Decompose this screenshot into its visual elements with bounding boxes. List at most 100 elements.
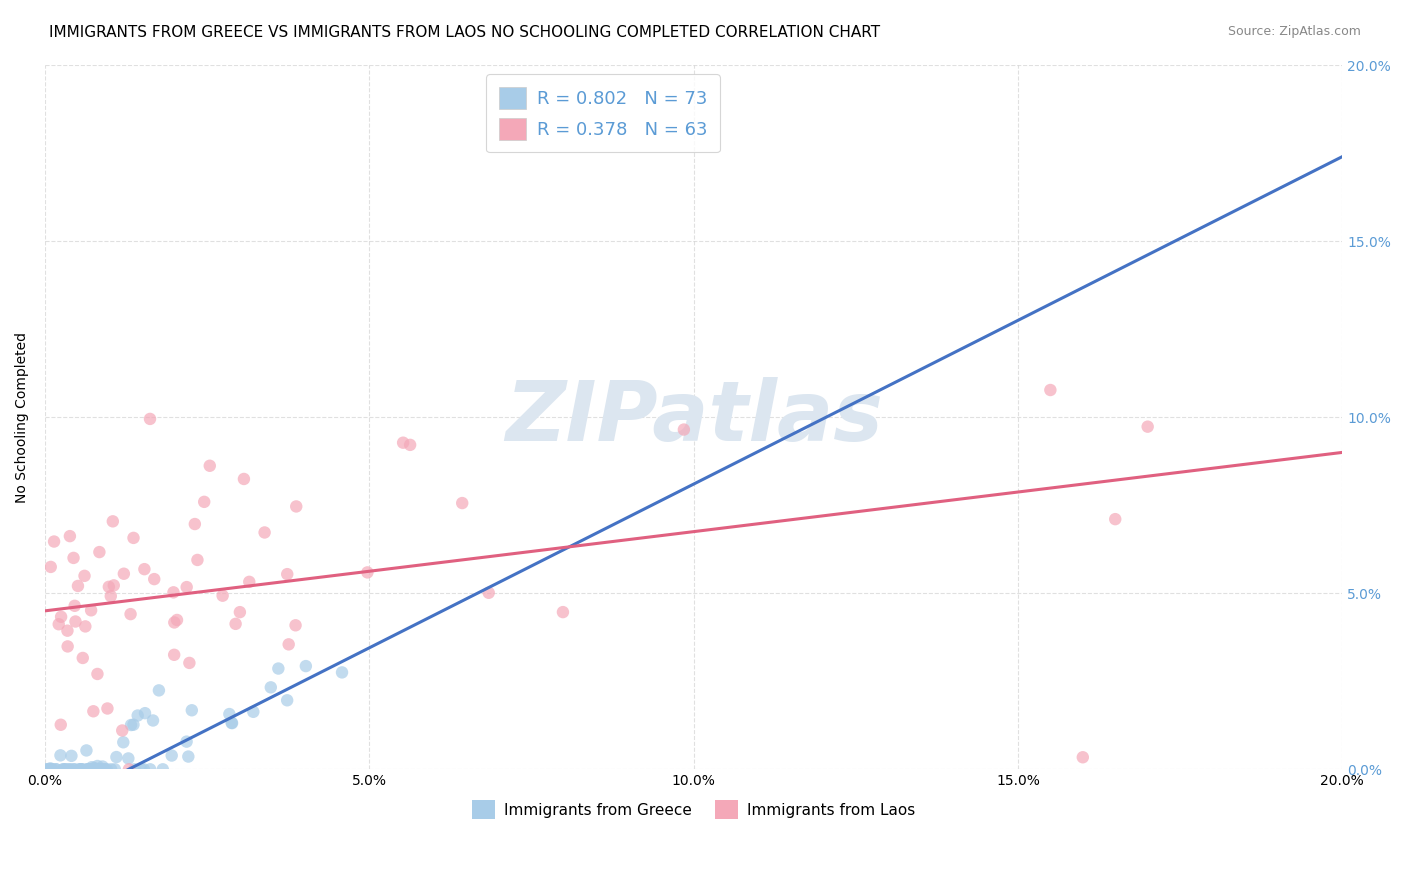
Point	[86, 759, 108, 773]
Point	[56, 640, 79, 654]
Point	[211, 589, 233, 603]
Point	[1071, 750, 1094, 764]
Point	[551, 605, 574, 619]
Point	[392, 435, 415, 450]
Point	[94, 762, 117, 776]
Point	[1188, 40, 1211, 54]
Point	[105, 750, 128, 764]
Point	[69, 762, 91, 776]
Point	[72, 651, 94, 665]
Text: IMMIGRANTS FROM GREECE VS IMMIGRANTS FROM LAOS NO SCHOOLING COMPLETED CORRELATIO: IMMIGRANTS FROM GREECE VS IMMIGRANTS FRO…	[49, 25, 880, 40]
Point	[160, 748, 183, 763]
Point	[478, 586, 501, 600]
Point	[67, 762, 90, 776]
Point	[120, 718, 142, 732]
Point	[451, 496, 474, 510]
Point	[124, 762, 146, 776]
Point	[101, 514, 124, 528]
Point	[83, 762, 105, 776]
Point	[39, 761, 62, 775]
Point	[58, 762, 80, 776]
Point	[38, 762, 60, 776]
Point	[45, 762, 67, 776]
Point	[39, 560, 62, 574]
Point	[122, 531, 145, 545]
Point	[356, 566, 378, 580]
Point	[112, 735, 135, 749]
Point	[112, 566, 135, 581]
Point	[96, 701, 118, 715]
Point	[672, 423, 695, 437]
Point	[163, 648, 186, 662]
Point	[84, 762, 107, 776]
Point	[122, 717, 145, 731]
Point	[104, 762, 127, 776]
Point	[52, 762, 75, 776]
Point	[62, 550, 84, 565]
Point	[117, 751, 139, 765]
Point	[242, 705, 264, 719]
Point	[80, 603, 103, 617]
Point	[63, 762, 86, 776]
Point	[129, 762, 152, 776]
Point	[45, 762, 67, 776]
Point	[91, 759, 114, 773]
Point	[163, 615, 186, 630]
Point	[80, 760, 103, 774]
Point	[134, 562, 156, 576]
Point	[166, 613, 188, 627]
Point	[134, 706, 156, 721]
Point	[232, 472, 254, 486]
Point	[1039, 383, 1062, 397]
Point	[62, 762, 84, 776]
Point	[65, 615, 87, 629]
Point	[260, 681, 283, 695]
Point	[221, 715, 243, 730]
Point	[100, 589, 122, 603]
Point	[97, 580, 120, 594]
Text: ZIPatlas: ZIPatlas	[505, 376, 883, 458]
Point	[276, 693, 298, 707]
Point	[63, 599, 86, 613]
Point	[49, 609, 72, 624]
Point	[295, 659, 318, 673]
Point	[87, 762, 110, 776]
Point	[39, 762, 62, 776]
Point	[238, 574, 260, 589]
Point	[143, 572, 166, 586]
Point	[142, 714, 165, 728]
Point	[127, 708, 149, 723]
Point	[42, 534, 65, 549]
Point	[91, 762, 114, 776]
Point	[76, 762, 98, 776]
Point	[53, 762, 76, 776]
Point	[55, 762, 77, 776]
Point	[82, 762, 104, 776]
Point	[70, 762, 93, 776]
Point	[277, 637, 299, 651]
Point	[148, 683, 170, 698]
Point	[70, 762, 93, 776]
Point	[111, 723, 134, 738]
Point	[91, 762, 114, 776]
Point	[1104, 512, 1126, 526]
Point	[73, 569, 96, 583]
Point	[198, 458, 221, 473]
Point	[276, 567, 298, 582]
Point	[79, 762, 101, 776]
Point	[179, 656, 201, 670]
Point	[82, 704, 104, 718]
Point	[56, 624, 79, 638]
Point	[221, 716, 243, 731]
Point	[132, 762, 155, 776]
Point	[177, 749, 200, 764]
Point	[59, 762, 82, 776]
Y-axis label: No Schooling Completed: No Schooling Completed	[15, 332, 30, 503]
Point	[267, 661, 290, 675]
Point	[139, 762, 162, 776]
Point	[180, 703, 202, 717]
Point	[176, 734, 198, 748]
Point	[103, 578, 125, 592]
Point	[184, 516, 207, 531]
Point	[186, 553, 208, 567]
